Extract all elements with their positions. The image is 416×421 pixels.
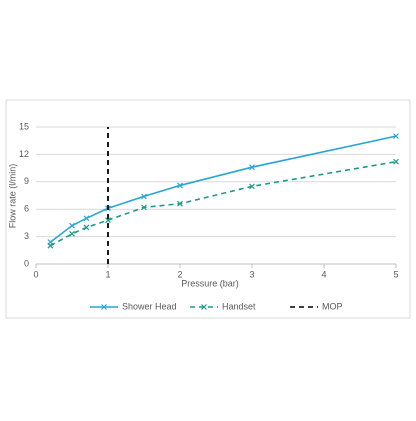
data-point xyxy=(249,164,255,171)
legend-marker xyxy=(101,304,107,310)
x-tick-label: 3 xyxy=(249,269,254,279)
y-tick-label: 15 xyxy=(19,121,29,131)
y-tick-label: 6 xyxy=(24,204,29,214)
data-point xyxy=(69,222,75,229)
data-point xyxy=(69,230,75,237)
legend-label: Shower Head xyxy=(122,301,177,311)
data-point xyxy=(83,215,90,222)
y-tick-label: 9 xyxy=(24,176,29,186)
y-tick-label: 12 xyxy=(19,149,29,159)
data-point xyxy=(393,133,399,140)
y-tick-label: 3 xyxy=(24,231,29,241)
x-tick-label: 5 xyxy=(393,269,398,279)
series-line xyxy=(49,135,397,243)
data-point xyxy=(47,242,54,249)
y-axis-title: Flow rate (l/min) xyxy=(7,164,17,229)
series-line xyxy=(50,160,397,247)
data-point xyxy=(249,183,255,190)
data-point xyxy=(393,158,399,165)
data-point xyxy=(141,204,147,211)
data-point xyxy=(141,193,147,200)
x-tick-label: 2 xyxy=(177,269,182,279)
legend-label: Handset xyxy=(222,301,256,311)
data-point xyxy=(105,217,111,224)
y-tick-label: 0 xyxy=(24,258,29,268)
data-point xyxy=(83,224,90,231)
x-tick-label: 0 xyxy=(33,269,38,279)
legend-label: MOP xyxy=(322,301,343,311)
x-tick-label: 1 xyxy=(105,269,110,279)
x-axis-title: Pressure (bar) xyxy=(181,278,239,288)
data-point xyxy=(177,182,183,189)
legend-marker xyxy=(201,304,207,310)
data-point xyxy=(177,200,183,207)
x-tick-label: 4 xyxy=(321,269,326,279)
